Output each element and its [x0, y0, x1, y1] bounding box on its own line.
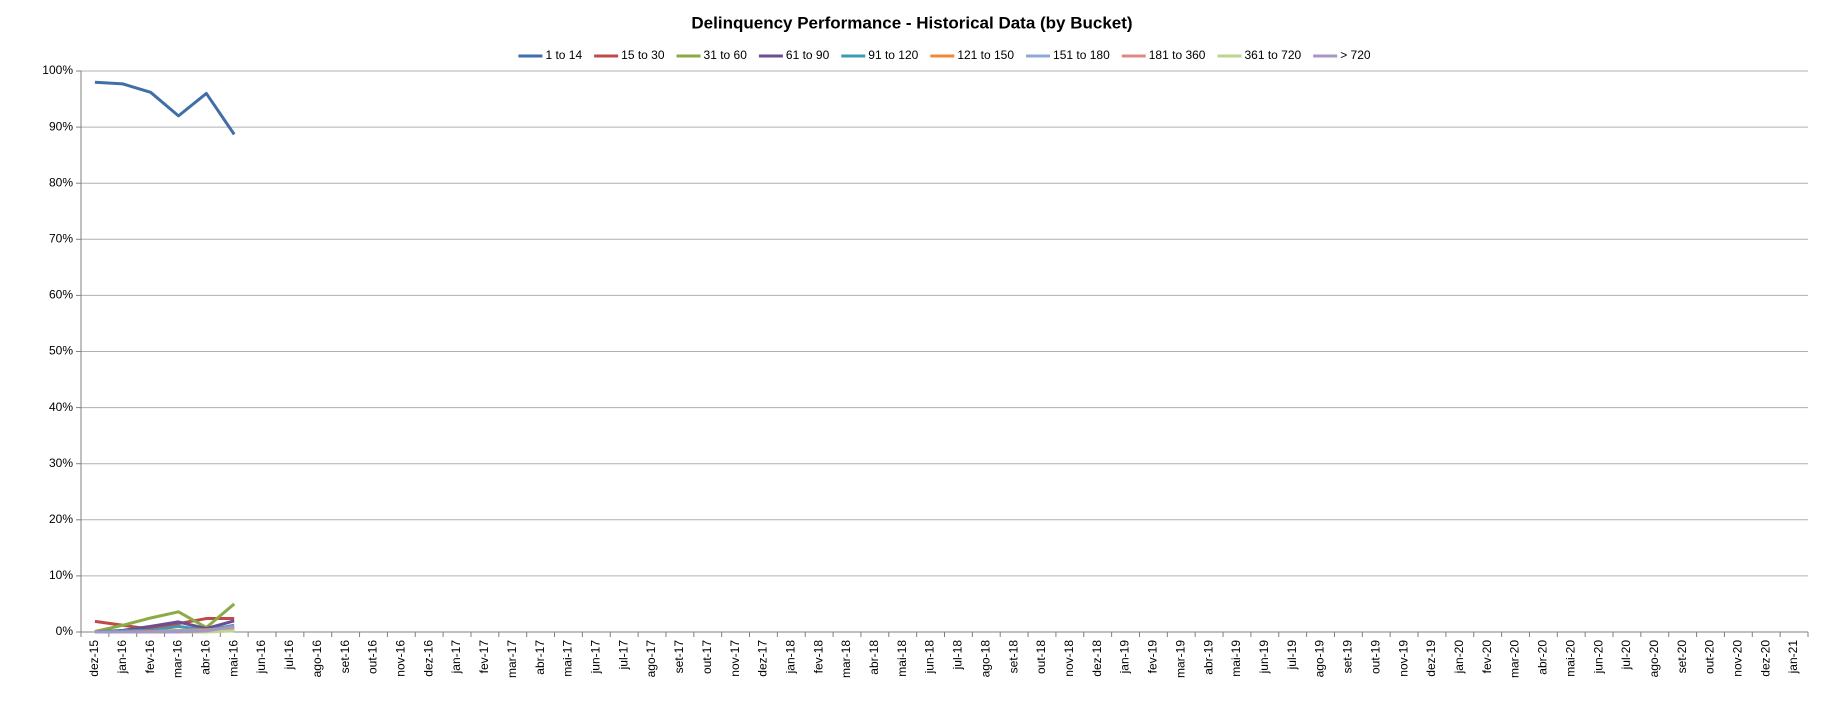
x-tick-label: mar-20 [1508, 640, 1522, 678]
y-tick-label: 70% [49, 231, 73, 245]
legend-label: 181 to 360 [1149, 48, 1206, 62]
y-tick-label: 10% [49, 568, 73, 582]
x-tick-label: nov-17 [728, 640, 742, 677]
legend-label: 151 to 180 [1053, 48, 1110, 62]
legend-label: 61 to 90 [786, 48, 830, 62]
x-tick-label: fev-19 [1146, 640, 1160, 674]
x-tick-label: dez-17 [756, 640, 770, 677]
x-tick-label: ago-17 [644, 640, 658, 678]
x-tick-label: jan-20 [1452, 640, 1466, 675]
x-tick-label: jan-21 [1786, 640, 1800, 675]
x-tick-label: ago-19 [1313, 640, 1327, 678]
x-tick-label: set-17 [672, 640, 686, 674]
legend-label: 361 to 720 [1244, 48, 1301, 62]
x-tick-label: nov-18 [1062, 640, 1076, 677]
legend: 1 to 14 15 to 30 31 to 60 61 to 90 91 to 120… [518, 48, 1371, 62]
y-tick-label: 100% [42, 63, 73, 77]
series-line [94, 624, 235, 634]
x-tick-label: mar-17 [505, 640, 519, 678]
series-line [94, 80, 236, 136]
x-tick-label: dez-20 [1758, 640, 1772, 677]
x-tick-label: abr-19 [1201, 640, 1215, 675]
x-tick-label: dez-18 [1090, 640, 1104, 677]
x-tick-label: fev-18 [811, 640, 825, 674]
x-tick-label: abr-16 [199, 640, 213, 675]
x-tick-label: mai-19 [1229, 640, 1243, 677]
x-tick-label: jul-19 [1285, 640, 1299, 671]
y-tick-label: 80% [49, 175, 73, 189]
x-tick-label: out-19 [1368, 640, 1382, 674]
x-tick-label: jun-17 [588, 640, 602, 675]
x-tick-label: nov-19 [1396, 640, 1410, 677]
x-tick-label: mar-16 [171, 640, 185, 678]
x-tick-label: mai-18 [895, 640, 909, 677]
x-tick-label: jan-19 [1118, 640, 1132, 675]
x-tick-label: jun-19 [1257, 640, 1271, 675]
x-tick-label: jun-18 [923, 640, 937, 675]
x-tick-label: set-19 [1341, 640, 1355, 674]
legend-label: 31 to 60 [704, 48, 748, 62]
x-tick-label: dez-15 [87, 640, 101, 677]
x-tick-label: abr-18 [867, 640, 881, 675]
x-tick-label: out-16 [366, 640, 380, 674]
x-tick-label: jul-20 [1619, 640, 1633, 671]
y-tick-label: 90% [49, 119, 73, 133]
x-tick-label: jun-20 [1591, 640, 1605, 675]
x-tick-label: jan-18 [783, 640, 797, 675]
chart-title: Delinquency Performance - Historical Dat… [691, 13, 1132, 32]
y-tick-label: 40% [49, 400, 73, 414]
legend-label: 15 to 30 [621, 48, 665, 62]
x-tick-label: jul-16 [282, 640, 296, 671]
x-tick-label: ago-20 [1647, 640, 1661, 678]
x-tick-label: out-17 [700, 640, 714, 674]
x-tick-label: nov-16 [394, 640, 408, 677]
x-tick-label: mai-16 [226, 640, 240, 677]
x-tick-label: set-18 [1006, 640, 1020, 674]
legend-label: 121 to 150 [957, 48, 1014, 62]
x-tick-label: mai-20 [1563, 640, 1577, 677]
x-tick-label: fev-16 [143, 640, 157, 674]
x-tick-label: mai-17 [561, 640, 575, 677]
x-tick-label: dez-19 [1424, 640, 1438, 677]
x-tick-label: dez-16 [421, 640, 435, 677]
legend-label: > 720 [1340, 48, 1371, 62]
x-tick-label: mar-18 [839, 640, 853, 678]
x-tick-label: fev-17 [477, 640, 491, 674]
x-tick-label: jul-18 [951, 640, 965, 671]
x-tick-label: set-20 [1675, 640, 1689, 674]
x-tick-label: abr-17 [533, 640, 547, 675]
x-tick-label: jun-16 [254, 640, 268, 675]
y-tick-label: 30% [49, 456, 73, 470]
legend-label: 1 to 14 [545, 48, 582, 62]
x-tick-label: jan-17 [449, 640, 463, 675]
x-tick-label: set-16 [338, 640, 352, 674]
x-tick-label: nov-20 [1731, 640, 1745, 677]
x-tick-label: abr-20 [1536, 640, 1550, 675]
legend-label: 91 to 120 [868, 48, 918, 62]
x-tick-label: jan-16 [115, 640, 129, 675]
series-line [94, 617, 235, 631]
x-tick-label: out-20 [1703, 640, 1717, 674]
x-tick-label: mar-19 [1173, 640, 1187, 678]
x-tick-label: fev-20 [1480, 640, 1494, 674]
x-tick-label: jul-17 [616, 640, 630, 671]
x-tick-label: ago-16 [310, 640, 324, 678]
y-tick-label: 20% [49, 512, 73, 526]
y-tick-label: 60% [49, 288, 73, 302]
x-tick-label: out-18 [1034, 640, 1048, 674]
series-line [94, 602, 236, 633]
y-tick-label: 50% [49, 344, 73, 358]
x-tick-label: ago-18 [978, 640, 992, 678]
y-tick-label: 0% [56, 624, 74, 638]
